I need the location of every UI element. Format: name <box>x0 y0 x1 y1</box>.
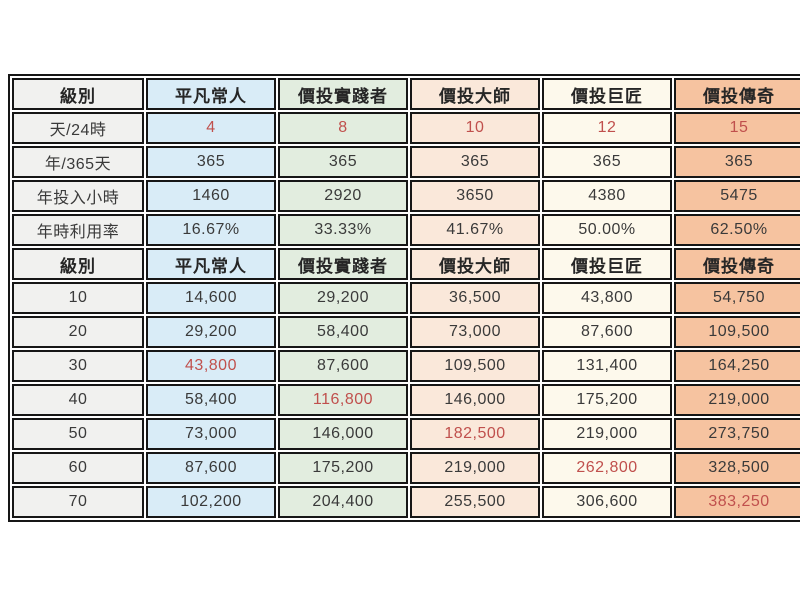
value-cell: 16.67% <box>146 214 276 246</box>
value-cell: 383,250 <box>674 486 800 518</box>
value-cell: 10 <box>410 112 540 144</box>
value-cell: 87,600 <box>278 350 408 382</box>
value-cell: 50.00% <box>542 214 672 246</box>
value-cell: 29,200 <box>278 282 408 314</box>
value-cell: 2920 <box>278 180 408 212</box>
value-cell: 204,400 <box>278 486 408 518</box>
value-cell: 41.67% <box>410 214 540 246</box>
header-cell: 價投傳奇 <box>674 248 800 280</box>
value-cell: 109,500 <box>674 316 800 348</box>
row-label-cell: 20 <box>12 316 144 348</box>
value-cell: 273,750 <box>674 418 800 450</box>
value-cell: 131,400 <box>542 350 672 382</box>
row-label-cell: 50 <box>12 418 144 450</box>
value-cell: 43,800 <box>542 282 672 314</box>
row-label-cell: 年投入小時 <box>12 180 144 212</box>
row-label-cell: 30 <box>12 350 144 382</box>
value-cell: 4380 <box>542 180 672 212</box>
header-cell: 價投實踐者 <box>278 248 408 280</box>
table-row: 30 43,800 87,600 109,500 131,400 164,250 <box>12 350 800 382</box>
value-cell: 365 <box>542 146 672 178</box>
value-cell: 8 <box>278 112 408 144</box>
value-cell: 146,000 <box>278 418 408 450</box>
header-cell: 平凡常人 <box>146 78 276 110</box>
value-cell: 33.33% <box>278 214 408 246</box>
header-cell: 價投巨匠 <box>542 78 672 110</box>
header-row-section1: 級別 平凡常人 價投實踐者 價投大師 價投巨匠 價投傳奇 <box>12 78 800 110</box>
value-cell: 87,600 <box>146 452 276 484</box>
table-row: 40 58,400 116,800 146,000 175,200 219,000 <box>12 384 800 416</box>
value-cell: 58,400 <box>278 316 408 348</box>
row-label-cell: 60 <box>12 452 144 484</box>
table-row: 年時利用率 16.67% 33.33% 41.67% 50.00% 62.50% <box>12 214 800 246</box>
header-cell: 價投傳奇 <box>674 78 800 110</box>
value-cell: 102,200 <box>146 486 276 518</box>
table-row: 50 73,000 146,000 182,500 219,000 273,750 <box>12 418 800 450</box>
row-label-cell: 年時利用率 <box>12 214 144 246</box>
value-cell: 219,000 <box>542 418 672 450</box>
table-body: 級別 平凡常人 價投實踐者 價投大師 價投巨匠 價投傳奇 天/24時 4 8 10 12 15 年/36… <box>12 78 800 518</box>
table-row: 年投入小時 1460 2920 3650 4380 5475 <box>12 180 800 212</box>
header-cell: 級別 <box>12 248 144 280</box>
value-cell: 365 <box>410 146 540 178</box>
value-cell: 3650 <box>410 180 540 212</box>
table-row: 70 102,200 204,400 255,500 306,600 383,250 <box>12 486 800 518</box>
header-cell: 價投實踐者 <box>278 78 408 110</box>
value-cell: 255,500 <box>410 486 540 518</box>
value-cell: 58,400 <box>146 384 276 416</box>
row-label-cell: 年/365天 <box>12 146 144 178</box>
investment-hours-level-table: 級別 平凡常人 價投實踐者 價投大師 價投巨匠 價投傳奇 天/24時 4 8 10 12 15 年/36… <box>8 74 800 522</box>
value-cell: 109,500 <box>410 350 540 382</box>
value-cell: 328,500 <box>674 452 800 484</box>
value-cell: 12 <box>542 112 672 144</box>
row-label-cell: 40 <box>12 384 144 416</box>
value-cell: 219,000 <box>410 452 540 484</box>
value-cell: 14,600 <box>146 282 276 314</box>
table-row: 天/24時 4 8 10 12 15 <box>12 112 800 144</box>
value-cell: 5475 <box>674 180 800 212</box>
value-cell: 175,200 <box>542 384 672 416</box>
table-row: 20 29,200 58,400 73,000 87,600 109,500 <box>12 316 800 348</box>
value-cell: 43,800 <box>146 350 276 382</box>
value-cell: 1460 <box>146 180 276 212</box>
table-row: 年/365天 365 365 365 365 365 <box>12 146 800 178</box>
value-cell: 62.50% <box>674 214 800 246</box>
value-cell: 73,000 <box>146 418 276 450</box>
value-cell: 4 <box>146 112 276 144</box>
header-cell: 平凡常人 <box>146 248 276 280</box>
value-cell: 87,600 <box>542 316 672 348</box>
value-cell: 146,000 <box>410 384 540 416</box>
header-cell: 級別 <box>12 78 144 110</box>
value-cell: 164,250 <box>674 350 800 382</box>
value-cell: 365 <box>146 146 276 178</box>
value-cell: 175,200 <box>278 452 408 484</box>
value-cell: 182,500 <box>410 418 540 450</box>
row-label-cell: 70 <box>12 486 144 518</box>
value-cell: 219,000 <box>674 384 800 416</box>
table-row: 10 14,600 29,200 36,500 43,800 54,750 <box>12 282 800 314</box>
header-cell: 價投大師 <box>410 78 540 110</box>
value-cell: 262,800 <box>542 452 672 484</box>
row-label-cell: 10 <box>12 282 144 314</box>
value-cell: 116,800 <box>278 384 408 416</box>
value-cell: 306,600 <box>542 486 672 518</box>
table-row: 60 87,600 175,200 219,000 262,800 328,500 <box>12 452 800 484</box>
value-cell: 15 <box>674 112 800 144</box>
value-cell: 365 <box>674 146 800 178</box>
header-cell: 價投大師 <box>410 248 540 280</box>
value-cell: 365 <box>278 146 408 178</box>
value-cell: 54,750 <box>674 282 800 314</box>
value-cell: 29,200 <box>146 316 276 348</box>
value-cell: 73,000 <box>410 316 540 348</box>
header-row-section2: 級別 平凡常人 價投實踐者 價投大師 價投巨匠 價投傳奇 <box>12 248 800 280</box>
value-cell: 36,500 <box>410 282 540 314</box>
row-label-cell: 天/24時 <box>12 112 144 144</box>
header-cell: 價投巨匠 <box>542 248 672 280</box>
